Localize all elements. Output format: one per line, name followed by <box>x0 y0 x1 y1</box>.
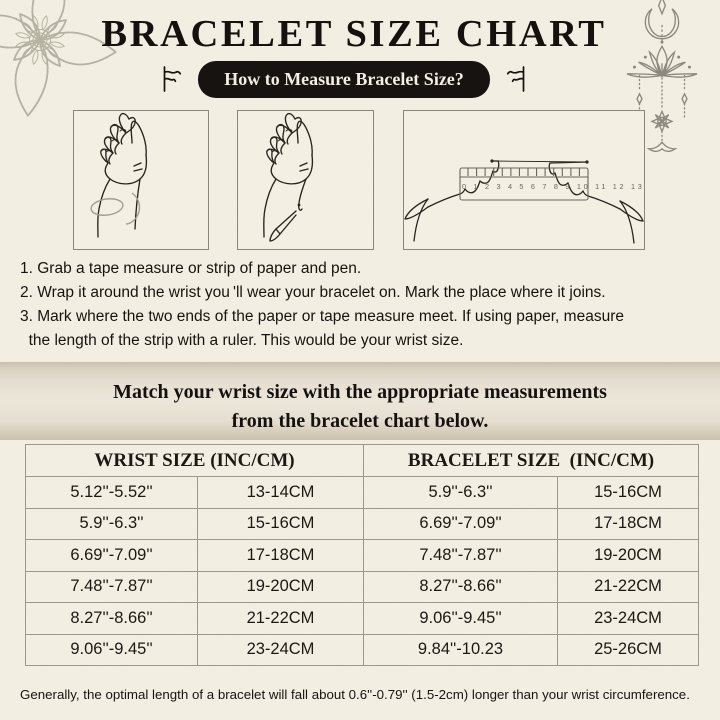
svg-text:0 1 2 3 4 5 6 7 8 9 10 11 12 1: 0 1 2 3 4 5 6 7 8 9 10 11 12 13 14 <box>462 182 644 191</box>
